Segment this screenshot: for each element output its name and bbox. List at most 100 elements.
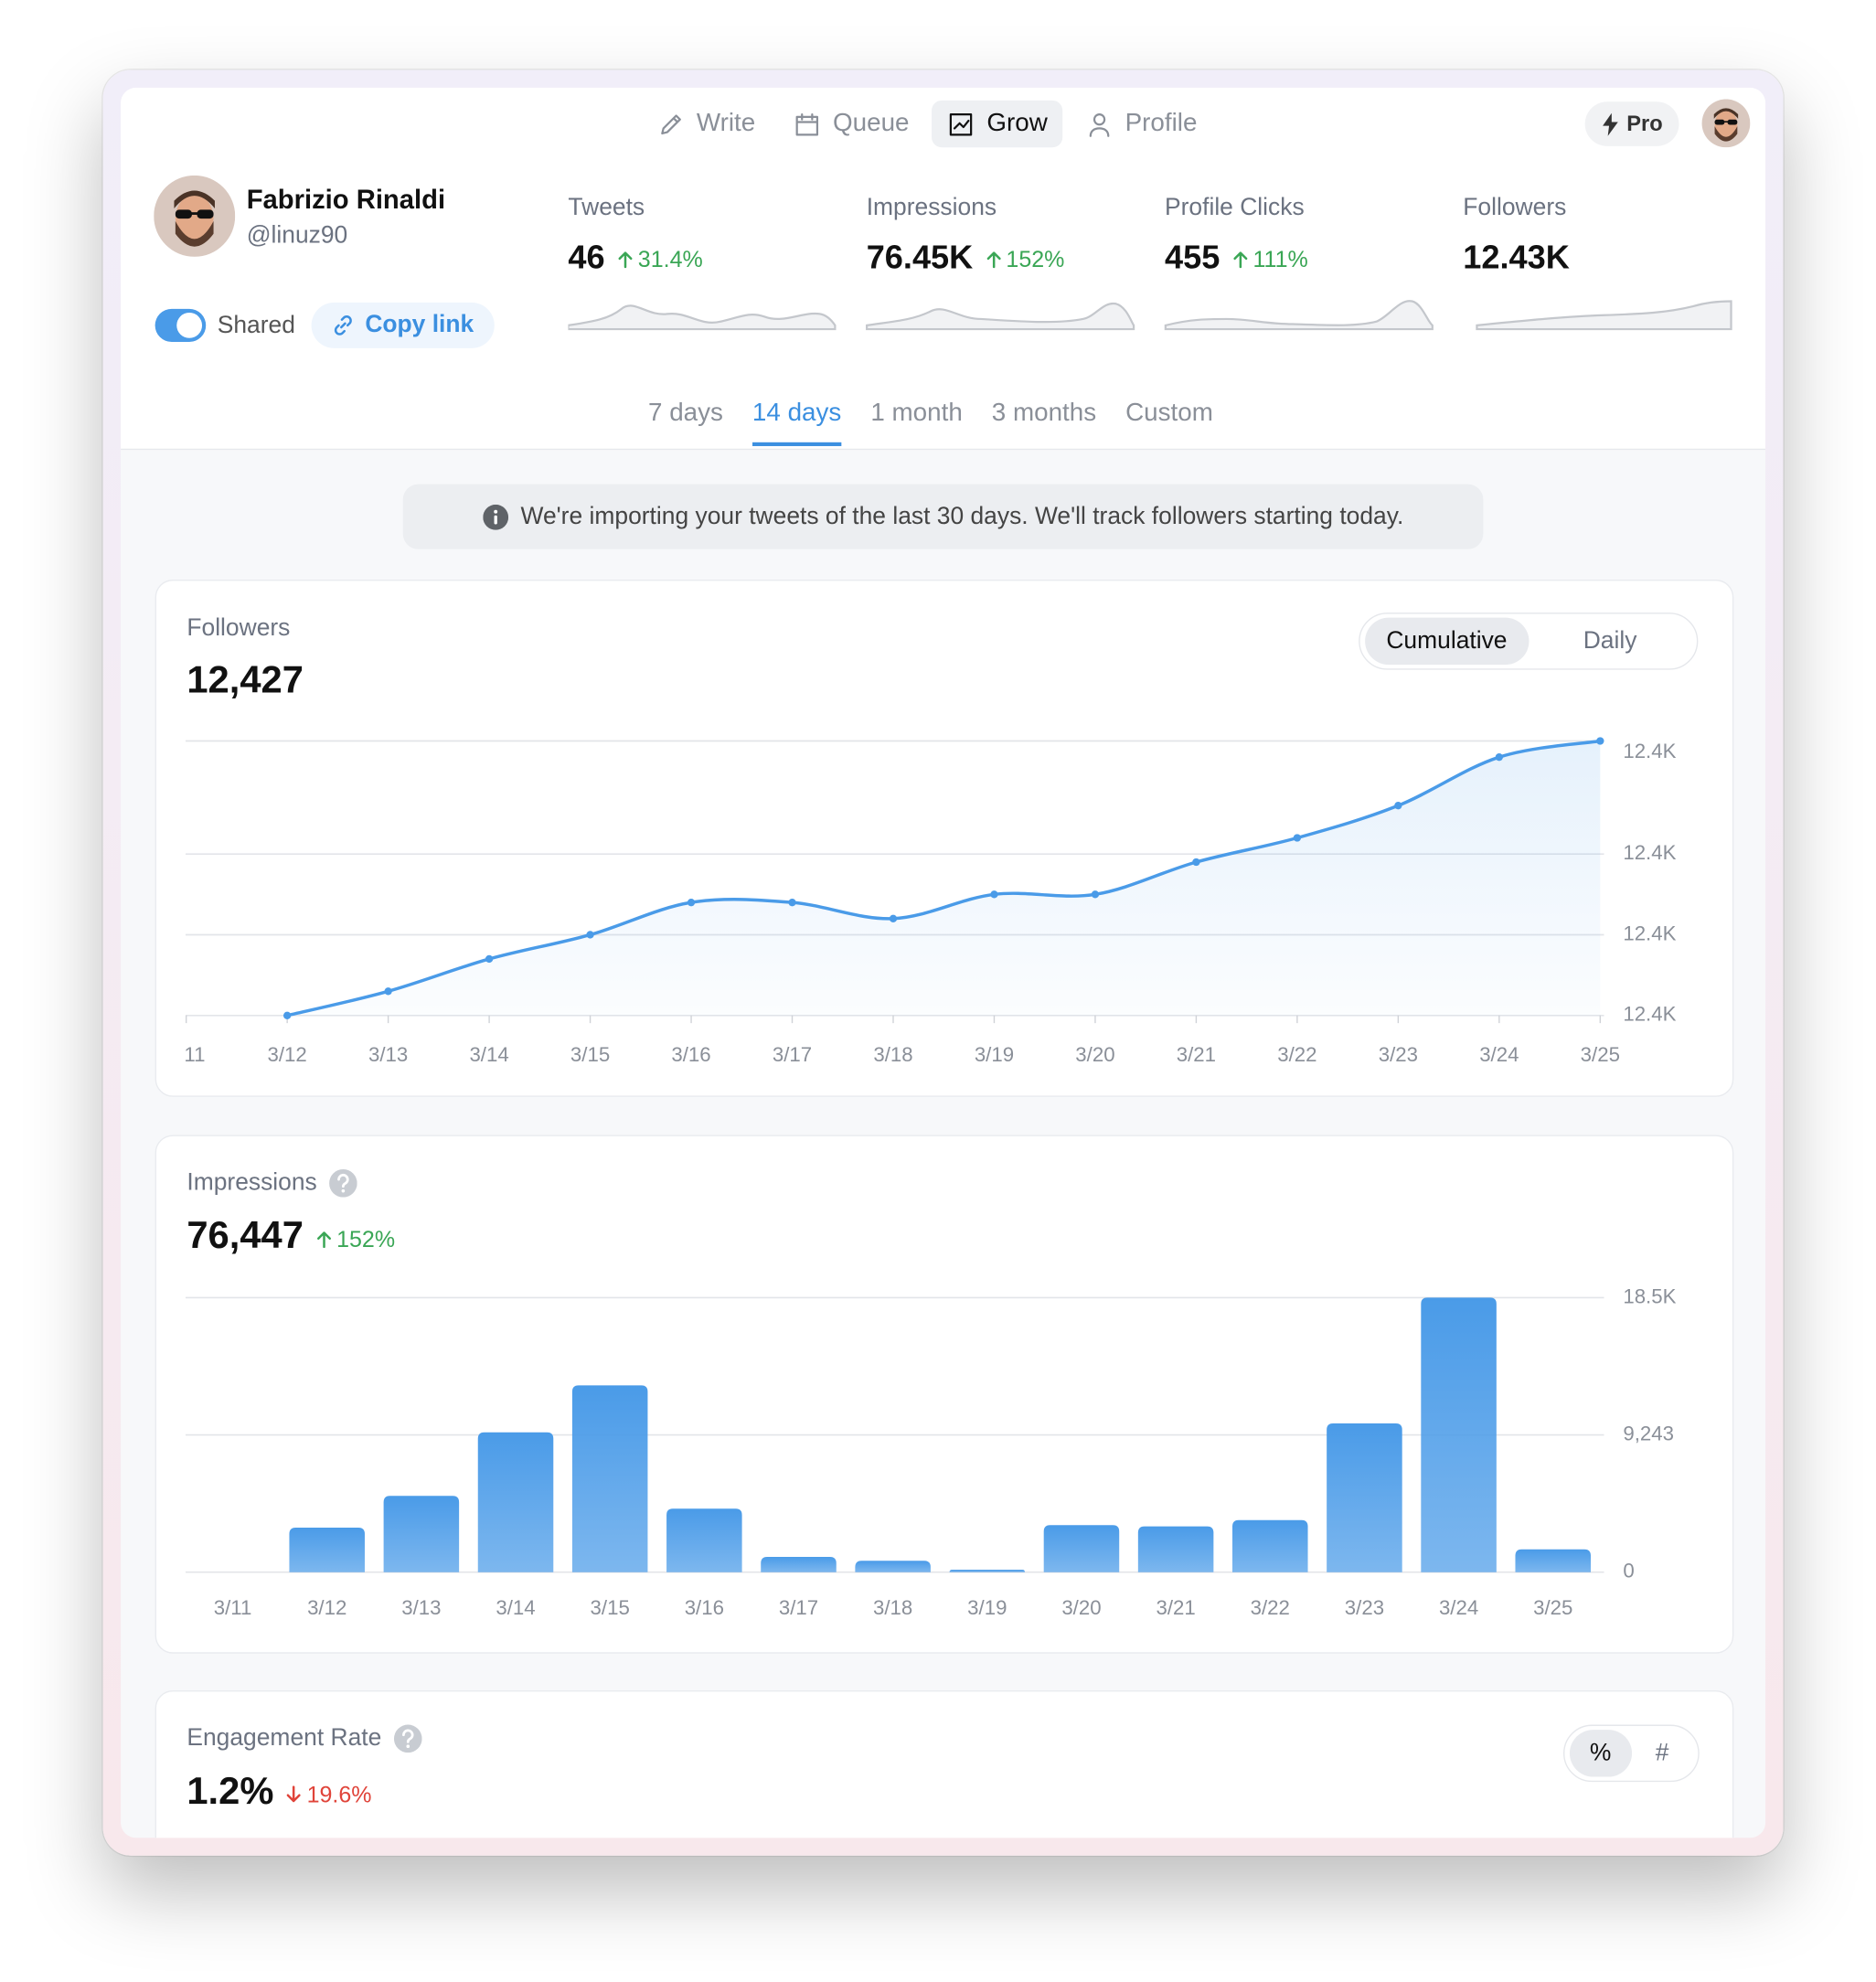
range-tab[interactable]: Custom	[1125, 399, 1213, 428]
icon-shape	[796, 112, 819, 135]
icon-shape	[950, 112, 973, 135]
change: 152%	[986, 246, 1064, 272]
stat-row: 76.45K 152%	[867, 238, 1065, 277]
nav-icon	[796, 112, 819, 135]
nav-item[interactable]: Profile	[1071, 101, 1212, 147]
range-tab[interactable]: 7 days	[648, 399, 723, 428]
info-icon	[482, 504, 508, 530]
help-icon[interactable]	[329, 1169, 358, 1198]
stat-row: 46 31.4%	[568, 238, 702, 277]
profile-handle: @linuz90	[246, 222, 348, 250]
change: 111%	[1232, 246, 1308, 272]
arrow-shape	[1233, 251, 1248, 269]
engagement-mode-toggle: % #	[1562, 1724, 1700, 1783]
notice-text: We're importing your tweets of the last …	[520, 502, 1404, 530]
nav-icon	[661, 113, 681, 134]
toggle-option[interactable]: Daily	[1583, 627, 1637, 655]
chart-total: 76,447	[187, 1215, 304, 1257]
range-tab[interactable]: 3 months	[991, 399, 1097, 428]
change-value: 19.6%	[306, 1781, 372, 1807]
stat-row: 12.43K	[1463, 238, 1570, 277]
copy-link-button[interactable]: Copy link	[311, 302, 495, 348]
icon-shape	[661, 113, 681, 134]
change-value: 152%	[336, 1225, 396, 1252]
nav-label: Queue	[833, 109, 910, 138]
stat-label: Tweets	[568, 194, 645, 221]
nav-label: Profile	[1125, 109, 1198, 138]
stat: Profile Clicks 455 111%	[1165, 195, 1308, 277]
help-icon[interactable]	[394, 1724, 422, 1753]
change-value: 111%	[1252, 246, 1308, 272]
sparkline	[1164, 300, 1434, 331]
nav-item[interactable]: Queue	[778, 101, 924, 147]
stat-value: 12.43K	[1463, 237, 1570, 276]
range-tab[interactable]: 1 month	[870, 399, 963, 428]
stat-value: 76.45K	[866, 237, 974, 276]
shared-toggle[interactable]	[155, 308, 207, 342]
nav: Write Queue Grow Profile	[642, 100, 1212, 148]
nav-label: Write	[696, 109, 756, 138]
copy-link-label: Copy link	[365, 311, 474, 338]
impressions-card: Impressions 76,447 152%	[155, 1135, 1734, 1654]
nav-item[interactable]: Grow	[932, 100, 1063, 148]
sparkline	[866, 302, 1135, 331]
followers-card: Followers 12,427 Cumulative Daily	[155, 579, 1734, 1097]
nav-icon	[1089, 112, 1110, 137]
notice: We're importing your tweets of the last …	[402, 484, 1484, 549]
toggle-knob	[176, 312, 203, 338]
pro-badge[interactable]: Pro	[1584, 101, 1679, 146]
nav-label: Grow	[986, 109, 1048, 138]
header-panel	[121, 87, 1766, 451]
sparklines	[568, 300, 1732, 331]
stat-value: 46	[568, 237, 605, 276]
engagement-title: Engagement Rate	[187, 1724, 382, 1752]
plan-label: Pro	[1626, 111, 1663, 136]
user-avatar-small[interactable]	[1701, 99, 1751, 148]
engagement-title-row: Engagement Rate	[187, 1724, 422, 1753]
change: 19.6%	[286, 1781, 372, 1807]
change-arrow	[316, 1231, 331, 1249]
stat-value: 455	[1165, 237, 1220, 276]
change-arrow	[618, 251, 633, 269]
arrow-shape	[618, 251, 633, 269]
chart-title: Followers	[187, 614, 291, 643]
bolt-icon	[1602, 112, 1618, 136]
stat-label: Impressions	[866, 194, 997, 221]
change-value: 31.4%	[637, 246, 703, 272]
stat-label: Profile Clicks	[1165, 194, 1305, 221]
arrow-shape	[287, 1785, 302, 1803]
stat: Impressions 76.45K 152%	[867, 195, 1065, 277]
engagement-card: Engagement Rate 1.2% 19.6% % #	[155, 1690, 1734, 1838]
stat: Followers 12.43K	[1463, 195, 1570, 277]
nav-item[interactable]: Write	[642, 101, 771, 147]
chart-total: 12,427	[187, 659, 304, 702]
change-arrow	[287, 1785, 302, 1803]
shared-label: Shared	[217, 312, 295, 340]
engagement-value-row: 1.2% 19.6%	[187, 1771, 371, 1814]
profile-avatar	[154, 175, 236, 257]
chart-title-row: Impressions	[187, 1169, 358, 1198]
change-value: 152%	[1006, 246, 1065, 272]
profile-name: Fabrizio Rinaldi	[246, 185, 446, 215]
toggle-option[interactable]: %	[1569, 1730, 1632, 1777]
range-tab[interactable]: 14 days	[751, 400, 842, 446]
engagement-value: 1.2%	[187, 1770, 274, 1813]
arrow-shape	[986, 251, 1001, 269]
sparkline	[1476, 300, 1732, 331]
icon-shape	[1089, 112, 1110, 137]
range-tabs: 7 days 14 days 1 month 3 months Custom	[648, 400, 1213, 446]
toggle-option[interactable]: #	[1655, 1740, 1669, 1767]
stat: Tweets 46 31.4%	[568, 195, 702, 277]
stat-label: Followers	[1463, 194, 1567, 221]
change-arrow	[1233, 251, 1248, 269]
change: 31.4%	[618, 246, 703, 272]
toggle-option[interactable]: Cumulative	[1365, 617, 1529, 666]
app: Write Queue Grow Profile Pro Fabrizio Rinal…	[121, 87, 1766, 1838]
chart-mode-toggle: Cumulative Daily	[1359, 613, 1699, 670]
change-arrow	[986, 251, 1001, 269]
link-icon	[335, 315, 353, 336]
arrow-shape	[316, 1231, 331, 1249]
stat-row: 455 111%	[1165, 238, 1308, 277]
